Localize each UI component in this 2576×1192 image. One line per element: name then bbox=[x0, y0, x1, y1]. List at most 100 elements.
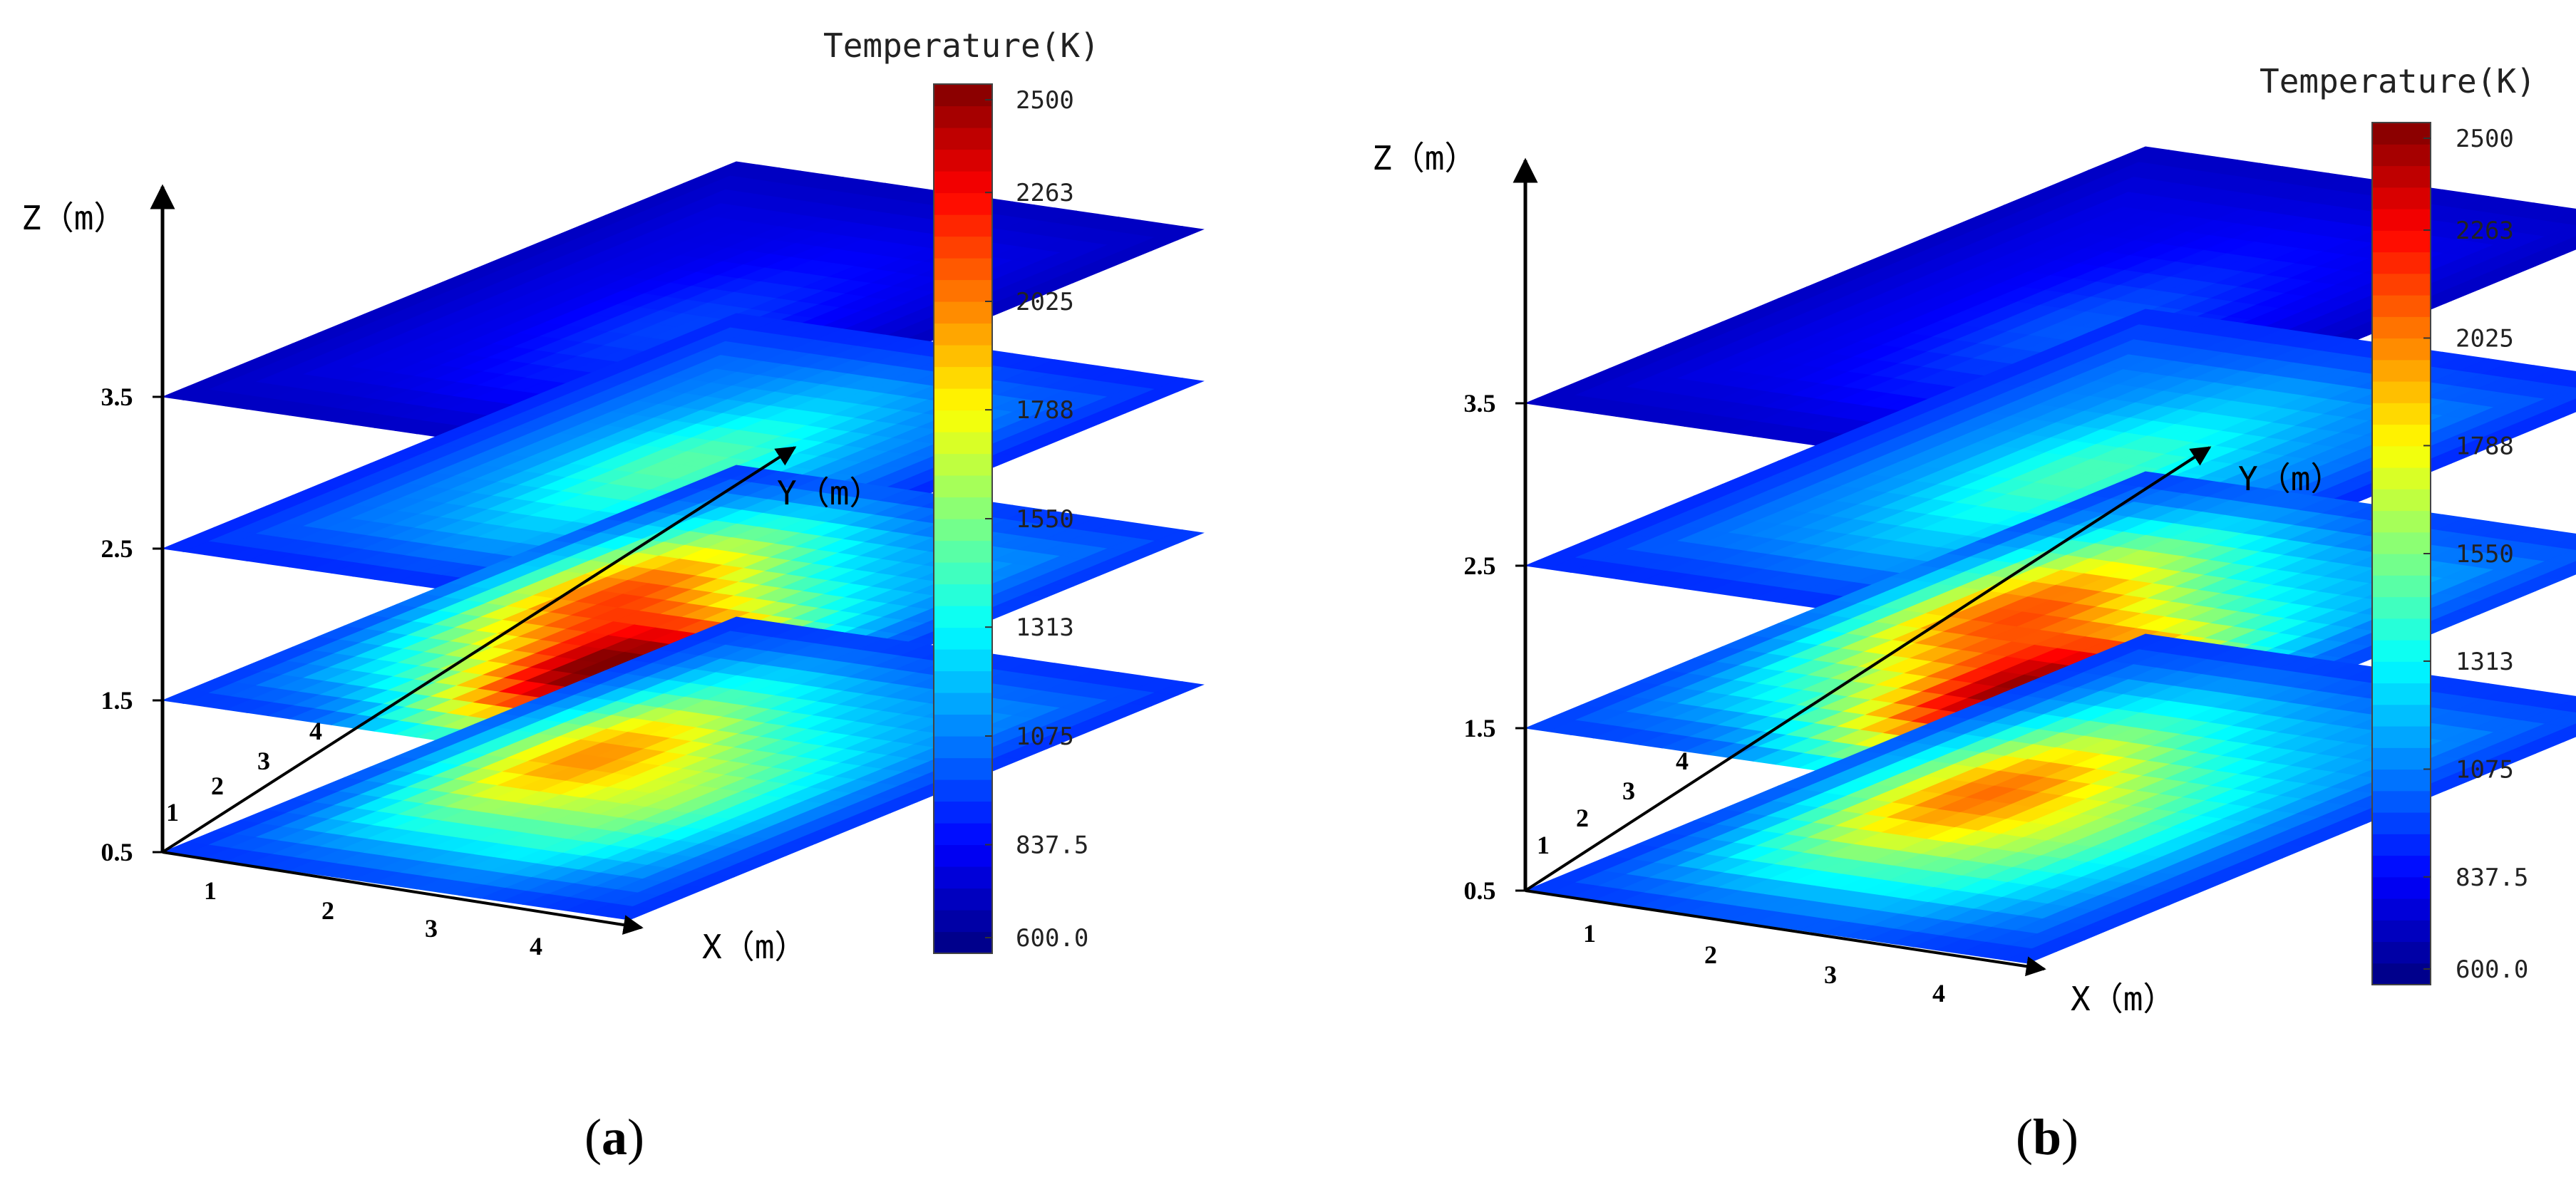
colorbar-band bbox=[934, 844, 992, 867]
colorbar-band bbox=[934, 736, 992, 759]
colorbar-band bbox=[2372, 618, 2431, 641]
colorbar-band bbox=[2372, 640, 2431, 662]
colorbar-band bbox=[934, 258, 992, 281]
panel-label: (b) bbox=[2016, 1109, 2078, 1166]
colorbar-band bbox=[2372, 381, 2431, 403]
y-tick-label: 2 bbox=[211, 772, 224, 800]
colorbar-band bbox=[2372, 209, 2431, 231]
colorbar-tick-label: 1075 bbox=[1016, 722, 1074, 751]
colorbar-band bbox=[2372, 876, 2431, 899]
temperature-slice bbox=[161, 616, 1205, 921]
colorbar-band bbox=[2372, 683, 2431, 705]
colorbar-band bbox=[934, 693, 992, 715]
y-tick-label: 4 bbox=[1676, 747, 1689, 775]
y-tick-label: 4 bbox=[309, 717, 322, 745]
x-tick-label: 2 bbox=[321, 896, 334, 925]
colorbar-band bbox=[2372, 769, 2431, 792]
colorbar-band bbox=[2372, 898, 2431, 921]
colorbar-band bbox=[2372, 165, 2431, 188]
colorbar-tick-label: 1550 bbox=[2456, 540, 2514, 569]
colorbar-band bbox=[2372, 295, 2431, 317]
colorbar-band bbox=[934, 301, 992, 324]
colorbar-band bbox=[2372, 144, 2431, 167]
x-axis-label: X（m） bbox=[702, 928, 807, 966]
colorbar-band bbox=[2372, 467, 2431, 489]
colorbar-band bbox=[934, 823, 992, 846]
z-tick-label: 0.5 bbox=[101, 838, 133, 866]
colorbar-band bbox=[2372, 123, 2431, 145]
x-tick-label: 4 bbox=[530, 932, 542, 960]
colorbar-band bbox=[934, 866, 992, 889]
colorbar-tick-label: 600.0 bbox=[1016, 924, 1088, 953]
colorbar-band bbox=[934, 432, 992, 455]
colorbar-band bbox=[934, 801, 992, 824]
colorbar-band bbox=[2372, 316, 2431, 339]
panel-label-close: ) bbox=[2061, 1109, 2078, 1166]
colorbar-tick-label: 600.0 bbox=[2456, 955, 2528, 984]
colorbar-tick-label: 1313 bbox=[2456, 648, 2514, 676]
colorbar-band bbox=[2372, 187, 2431, 209]
y-tick-label: 1 bbox=[166, 798, 179, 826]
colorbar-band bbox=[934, 519, 992, 541]
colorbar-band bbox=[2372, 941, 2431, 964]
colorbar-band bbox=[2372, 575, 2431, 598]
colorbar-tick-label: 2025 bbox=[2456, 325, 2514, 353]
z-tick-label: 2.5 bbox=[1464, 551, 1496, 580]
colorbar-band bbox=[934, 584, 992, 606]
colorbar-band bbox=[2372, 489, 2431, 512]
colorbar-band bbox=[934, 323, 992, 346]
slice-cell bbox=[1154, 681, 1205, 696]
colorbar-tick-label: 2025 bbox=[1016, 288, 1074, 316]
colorbar-band bbox=[2372, 403, 2431, 425]
colorbar-band bbox=[934, 562, 992, 585]
colorbar-title: Temperature(K) bbox=[2260, 62, 2536, 100]
colorbar-band bbox=[934, 105, 992, 128]
colorbar-tick-label: 1788 bbox=[1016, 396, 1074, 425]
slice-cell bbox=[1154, 529, 1205, 544]
y-axis-label: Y（m） bbox=[777, 474, 882, 512]
colorbar-tick-label: 2263 bbox=[2456, 217, 2514, 245]
colorbar-band bbox=[934, 366, 992, 389]
colorbar-band bbox=[934, 888, 992, 911]
colorbar-band bbox=[2372, 747, 2431, 770]
colorbar-tick-label: 837.5 bbox=[2456, 864, 2528, 892]
colorbar-band bbox=[934, 931, 992, 954]
z-tick-label: 1.5 bbox=[101, 686, 133, 715]
slice-cell bbox=[1154, 378, 1205, 393]
colorbar-band bbox=[934, 84, 992, 107]
colorbar-band bbox=[934, 757, 992, 780]
colorbar-tick-label: 1313 bbox=[1016, 613, 1074, 642]
x-tick-label: 1 bbox=[204, 876, 217, 905]
colorbar-band bbox=[934, 128, 992, 150]
colorbar-band bbox=[934, 714, 992, 737]
colorbar-band bbox=[934, 149, 992, 172]
colorbar-tick-label: 1788 bbox=[2456, 432, 2514, 460]
slice-cell bbox=[1154, 226, 1205, 241]
colorbar-tick-label: 2263 bbox=[1016, 179, 1074, 207]
x-axis bbox=[162, 851, 644, 935]
z-tick-label: 3.5 bbox=[1464, 389, 1496, 418]
colorbar-band bbox=[2372, 510, 2431, 533]
colorbar-title: Temperature(K) bbox=[823, 26, 1100, 65]
colorbar-band bbox=[2372, 812, 2431, 834]
y-tick-label: 1 bbox=[1537, 831, 1550, 859]
colorbar-tick-label: 2500 bbox=[1016, 86, 1074, 115]
y-axis-label: Y（m） bbox=[2238, 460, 2343, 498]
panel-label: (a) bbox=[584, 1109, 644, 1166]
panel-label-close: ) bbox=[627, 1109, 644, 1166]
colorbar-band bbox=[934, 453, 992, 476]
colorbar-band bbox=[934, 540, 992, 563]
colorbar-band bbox=[2372, 359, 2431, 382]
colorbar-band bbox=[2372, 424, 2431, 447]
y-tick-label: 3 bbox=[1622, 777, 1635, 805]
z-tick-label: 1.5 bbox=[1464, 714, 1496, 742]
colorbar-band bbox=[2372, 726, 2431, 748]
colorbar-band bbox=[934, 475, 992, 498]
colorbar-band bbox=[934, 670, 992, 693]
panel-label-letter: a bbox=[602, 1109, 627, 1166]
colorbar-tick-label: 2500 bbox=[2456, 125, 2514, 153]
z-tick-label: 0.5 bbox=[1464, 876, 1496, 905]
z-axis-label: Z（m） bbox=[21, 199, 126, 237]
colorbar-band bbox=[934, 279, 992, 302]
colorbar-band bbox=[2372, 704, 2431, 727]
